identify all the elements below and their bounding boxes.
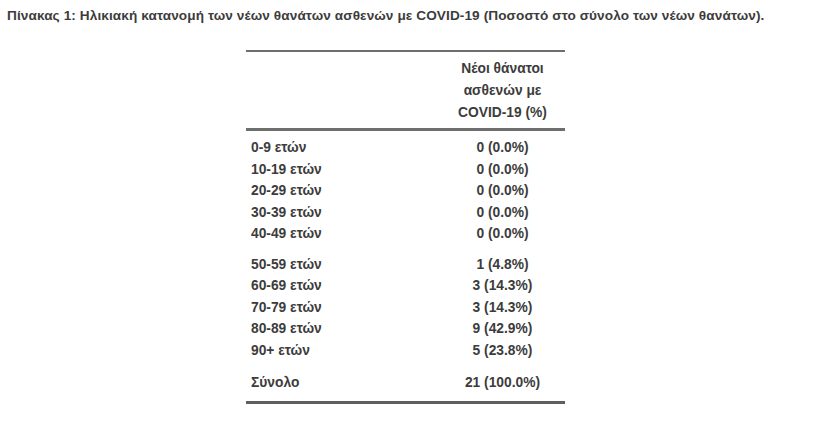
- age-group-block-1: 0-9 ετών 0 (0.0%) 10-19 ετών 0 (0.0%) 20…: [246, 137, 565, 245]
- total-value: 21 (100.0%): [440, 375, 565, 390]
- row-value: 3 (14.3%): [440, 300, 565, 315]
- table-row: 10-19 ετών 0 (0.0%): [246, 159, 565, 181]
- row-value: 3 (14.3%): [440, 278, 565, 293]
- row-label: 80-89 ετών: [246, 321, 440, 336]
- table-row: 50-59 ετών 1 (4.8%): [246, 254, 565, 276]
- row-label: 30-39 ετών: [246, 205, 440, 220]
- table-header-column: Νέοι θάνατοι ασθενών με COVID-19 (%): [440, 58, 565, 124]
- table-row: 70-79 ετών 3 (14.3%): [246, 297, 565, 319]
- table-body: 0-9 ετών 0 (0.0%) 10-19 ετών 0 (0.0%) 20…: [246, 131, 565, 404]
- row-label: 20-29 ετών: [246, 183, 440, 198]
- document-page: Πίνακας 1: Ηλικιακή κατανομή των νέων θα…: [0, 0, 840, 424]
- header-line-3: COVID-19 (%): [440, 102, 565, 124]
- row-value: 0 (0.0%): [440, 162, 565, 177]
- table-row: 80-89 ετών 9 (42.9%): [246, 318, 565, 340]
- table-row: 90+ ετών 5 (23.8%): [246, 340, 565, 362]
- covid-deaths-age-table: Νέοι θάνατοι ασθενών με COVID-19 (%) 0-9…: [246, 50, 565, 404]
- table-row: 60-69 ετών 3 (14.3%): [246, 275, 565, 297]
- table-row: 40-49 ετών 0 (0.0%): [246, 223, 565, 245]
- header-line-2: ασθενών με: [440, 80, 565, 102]
- row-label: 40-49 ετών: [246, 226, 440, 241]
- total-row-block: Σύνολο 21 (100.0%): [246, 371, 565, 404]
- row-value: 9 (42.9%): [440, 321, 565, 336]
- header-line-1: Νέοι θάνατοι: [440, 58, 565, 80]
- page-title: Πίνακας 1: Ηλικιακή κατανομή των νέων θα…: [7, 8, 833, 23]
- total-label: Σύνολο: [246, 375, 440, 390]
- row-value: 0 (0.0%): [440, 205, 565, 220]
- table-header: Νέοι θάνατοι ασθενών με COVID-19 (%): [246, 50, 565, 131]
- row-label: 90+ ετών: [246, 343, 440, 358]
- row-label: 60-69 ετών: [246, 278, 440, 293]
- table-row: 0-9 ετών 0 (0.0%): [246, 137, 565, 159]
- row-value: 0 (0.0%): [440, 183, 565, 198]
- age-group-block-2: 50-59 ετών 1 (4.8%) 60-69 ετών 3 (14.3%)…: [246, 254, 565, 362]
- row-value: 0 (0.0%): [440, 226, 565, 241]
- row-value: 5 (23.8%): [440, 343, 565, 358]
- row-value: 0 (0.0%): [440, 140, 565, 155]
- row-label: 50-59 ετών: [246, 257, 440, 272]
- table-row: 20-29 ετών 0 (0.0%): [246, 180, 565, 202]
- table-row: 30-39 ετών 0 (0.0%): [246, 202, 565, 224]
- total-row: Σύνολο 21 (100.0%): [246, 371, 565, 393]
- row-label: 10-19 ετών: [246, 162, 440, 177]
- row-value: 1 (4.8%): [440, 257, 565, 272]
- row-label: 70-79 ετών: [246, 300, 440, 315]
- row-label: 0-9 ετών: [246, 140, 440, 155]
